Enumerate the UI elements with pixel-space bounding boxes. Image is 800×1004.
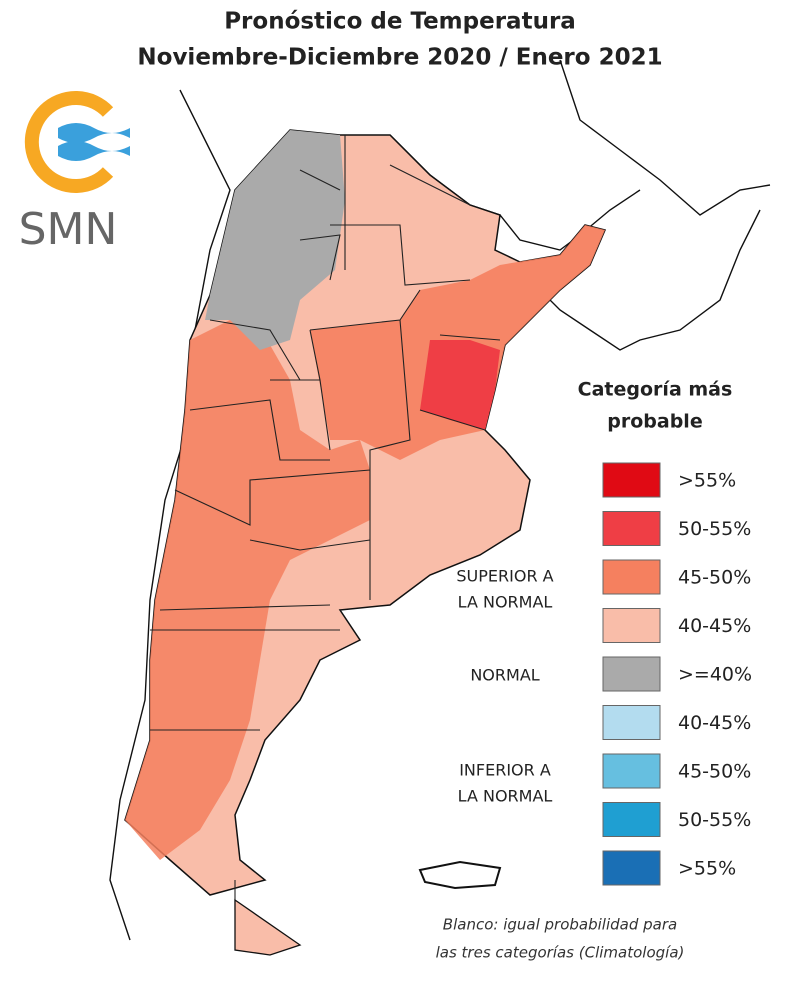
logo-ring xyxy=(24,91,114,193)
malvinas xyxy=(418,860,502,890)
region-normal xyxy=(205,130,345,350)
legend-swatch xyxy=(602,608,661,643)
footnote: las tres categorías (Climatología) xyxy=(436,944,685,962)
legend-swatch xyxy=(602,802,661,837)
logo: SMN xyxy=(19,91,130,255)
legend-swatch xyxy=(602,462,661,498)
map xyxy=(109,59,771,956)
legend-group-label: LA NORMAL xyxy=(458,787,553,806)
legend-label: 50-55% xyxy=(678,809,751,831)
legend-label: >55% xyxy=(678,470,736,492)
title-line: Pronóstico de Temperatura xyxy=(224,9,576,35)
legend-label: 40-45% xyxy=(678,615,751,637)
legend-title: Categoría más xyxy=(578,379,733,401)
logo-wave xyxy=(58,123,130,143)
legend-group-label: SUPERIOR A xyxy=(456,567,553,586)
legend-swatch xyxy=(602,850,661,886)
region-above xyxy=(125,320,370,860)
chile-border xyxy=(109,89,231,941)
legend-label: 45-50% xyxy=(678,567,751,589)
legend-label: >55% xyxy=(678,858,736,880)
legend-swatch xyxy=(602,753,661,789)
uruguay-brazil-border xyxy=(539,209,761,351)
legend-swatch xyxy=(602,559,661,595)
region-above-high xyxy=(420,340,500,430)
logo-text: SMN xyxy=(19,204,118,255)
legend-group-label: NORMAL xyxy=(470,666,539,685)
legend-group-label: LA NORMAL xyxy=(458,593,553,612)
legend-swatch xyxy=(602,511,661,546)
legend-label: 50-55% xyxy=(678,518,751,540)
tierra-del-fuego xyxy=(234,898,302,956)
logo-wave xyxy=(58,141,130,161)
title-line: Noviembre-Diciembre 2020 / Enero 2021 xyxy=(137,45,662,71)
legend-title: probable xyxy=(607,411,702,433)
legend-label: 45-50% xyxy=(678,761,751,783)
footnote: Blanco: igual probabilidad para xyxy=(443,916,677,934)
legend-label: 40-45% xyxy=(678,712,751,734)
legend-group-label: INFERIOR A xyxy=(459,761,551,780)
province-lines xyxy=(150,135,501,910)
legend-swatch xyxy=(602,656,661,692)
legend-label: >=40% xyxy=(678,664,752,686)
legend-swatch xyxy=(602,705,661,740)
